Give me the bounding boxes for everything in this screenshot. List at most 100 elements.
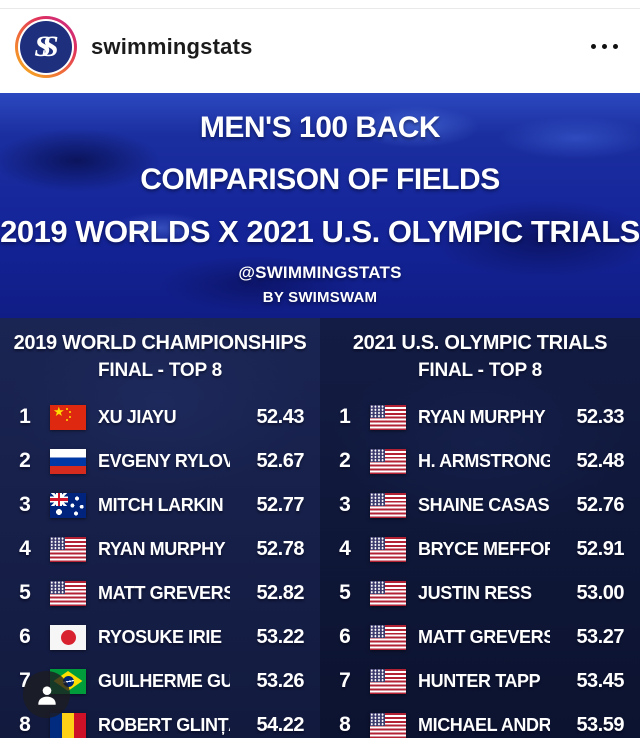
- flag-usa-icon: [370, 448, 406, 474]
- result-row: 4 RYAN MURPHY 52.78: [0, 527, 320, 571]
- flag-usa-icon: [370, 712, 406, 738]
- result-row: 1 RYAN MURPHY 52.33: [320, 395, 640, 439]
- result-row: 8 ROBERT GLINȚĂ 54.22: [0, 703, 320, 738]
- tagged-profile-avatar[interactable]: [23, 671, 70, 718]
- athlete-name: HUNTER TAPP: [418, 670, 541, 691]
- athlete-name: MATT GREVERS: [418, 626, 550, 647]
- more-options-icon[interactable]: [587, 34, 622, 59]
- flag-usa-icon: [370, 668, 406, 694]
- time-value: 52.33: [576, 405, 624, 428]
- flag-usa-icon: [50, 580, 86, 606]
- result-row: 2 EVGENY RYLOV 52.67: [0, 439, 320, 483]
- result-row: 7 HUNTER TAPP 53.45: [320, 659, 640, 703]
- athlete-name: MITCH LARKIN: [98, 494, 224, 515]
- result-row: 2 H. ARMSTRONG 52.48: [320, 439, 640, 483]
- flag-usa-icon: [370, 536, 406, 562]
- flag-russia-icon: [50, 448, 86, 474]
- time-value: 52.77: [256, 493, 304, 516]
- person-icon: [37, 685, 56, 705]
- athlete-name: H. ARMSTRONG: [418, 450, 550, 471]
- flag-romania-icon: [50, 712, 86, 738]
- poster-title-line2: COMPARISON OF FIELDS: [140, 163, 500, 196]
- time-value: 52.76: [576, 493, 624, 516]
- athlete-name: MICHAEL ANDREW: [418, 714, 550, 735]
- result-row: 3 SHAINE CASAS 52.76: [320, 483, 640, 527]
- result-row: 5 JUSTIN RESS 53.00: [320, 571, 640, 615]
- rank-number: 7: [19, 669, 31, 692]
- time-value: 54.22: [256, 713, 304, 736]
- athlete-name: SHAINE CASAS: [418, 494, 550, 515]
- time-value: 52.82: [256, 581, 304, 604]
- time-value: 53.00: [576, 581, 624, 604]
- flag-australia-icon: [50, 492, 86, 518]
- athlete-name: RYAN MURPHY: [98, 538, 226, 559]
- rank-number: 5: [339, 581, 351, 604]
- result-row: 6 RYOSUKE IRIE 53.22: [0, 615, 320, 659]
- result-row: 1 XU JIAYU 52.43: [0, 395, 320, 439]
- column-2019-worlds: 2019 WORLD CHAMPIONSHIPS FINAL - TOP 8 1…: [0, 318, 320, 738]
- rank-number: 8: [339, 713, 351, 736]
- rank-number: 3: [19, 493, 31, 516]
- flag-china-icon: [50, 404, 86, 430]
- post-image: MEN'S 100 BACK COMPARISON OF FIELDS 2019…: [0, 93, 640, 738]
- flag-usa-icon: [370, 492, 406, 518]
- result-row: 3 MITCH LARKIN 52.77: [0, 483, 320, 527]
- time-value: 53.26: [256, 669, 304, 692]
- time-value: 53.27: [576, 625, 624, 648]
- athlete-name: JUSTIN RESS: [418, 582, 532, 603]
- poster-byline: BY SWIMSWAM: [262, 289, 378, 306]
- athlete-name: RYOSUKE IRIE: [98, 626, 222, 647]
- column-title: 2021 U.S. OLYMPIC TRIALS: [352, 332, 608, 354]
- poster-title-line1: MEN'S 100 BACK: [199, 111, 441, 144]
- poster-title-line3: 2019 WORLDS X 2021 U.S. OLYMPIC TRIALS: [0, 214, 640, 249]
- post-header: SS swimmingstats: [0, 0, 640, 93]
- athlete-name: EVGENY RYLOV: [98, 450, 230, 471]
- athlete-name: MATT GREVERS: [98, 582, 230, 603]
- flag-japan-icon: [50, 624, 86, 650]
- flag-usa-icon: [370, 580, 406, 606]
- rank-number: 7: [339, 669, 351, 692]
- avatar-ring-gap: SS: [18, 18, 74, 75]
- result-row: 8 MICHAEL ANDREW 53.59: [320, 703, 640, 738]
- comparison-table: 2019 WORLD CHAMPIONSHIPS FINAL - TOP 8 1…: [0, 318, 640, 738]
- column-subtitle: FINAL - TOP 8: [97, 360, 223, 381]
- rank-number: 4: [339, 537, 351, 560]
- athlete-name: GUILHERME GUIDO: [98, 670, 230, 691]
- results-list: 1 RYAN MURPHY 52.33 2 H. ARMSTRONG 52.48: [320, 395, 640, 738]
- athlete-name: RYAN MURPHY: [418, 406, 546, 427]
- rank-number: 3: [339, 493, 351, 516]
- flag-usa-icon: [370, 404, 406, 430]
- flag-usa-icon: [370, 624, 406, 650]
- time-value: 52.78: [256, 537, 304, 560]
- username-link[interactable]: swimmingstats: [91, 33, 253, 59]
- rank-number: 6: [19, 625, 31, 648]
- rank-number: 6: [339, 625, 351, 648]
- time-value: 53.45: [576, 669, 624, 692]
- swimmingstats-logo: SS: [20, 20, 72, 73]
- results-list: 1 XU JIAYU 52.43 2 EVGENY RYLOV 52.67: [0, 395, 320, 738]
- time-value: 52.67: [256, 449, 304, 472]
- result-row: 6 MATT GREVERS 53.27: [320, 615, 640, 659]
- rank-number: 1: [19, 405, 31, 428]
- time-value: 52.91: [576, 537, 624, 560]
- column-header: 2021 U.S. OLYMPIC TRIALS FINAL - TOP 8: [320, 328, 640, 385]
- rank-number: 2: [19, 449, 31, 472]
- athlete-name: BRYCE MEFFORD: [418, 538, 550, 559]
- result-row: 5 MATT GREVERS 52.82: [0, 571, 320, 615]
- column-title: 2019 WORLD CHAMPIONSHIPS: [13, 332, 307, 354]
- athlete-name: XU JIAYU: [98, 406, 177, 427]
- column-header: 2019 WORLD CHAMPIONSHIPS FINAL - TOP 8: [0, 328, 320, 385]
- flag-usa-icon: [50, 536, 86, 562]
- profile-avatar[interactable]: SS: [15, 15, 77, 78]
- athlete-name: ROBERT GLINȚĂ: [98, 714, 230, 735]
- rank-number: 8: [19, 713, 31, 736]
- top-divider: [0, 8, 640, 9]
- poster-handle: @SWIMMINGSTATS: [238, 263, 402, 282]
- rank-number: 1: [339, 405, 351, 428]
- result-row: 4 BRYCE MEFFORD 52.91: [320, 527, 640, 571]
- column-subtitle: FINAL - TOP 8: [417, 360, 543, 381]
- column-2021-trials: 2021 U.S. OLYMPIC TRIALS FINAL - TOP 8 1…: [320, 318, 640, 738]
- rank-number: 5: [19, 581, 31, 604]
- time-value: 53.59: [576, 713, 624, 736]
